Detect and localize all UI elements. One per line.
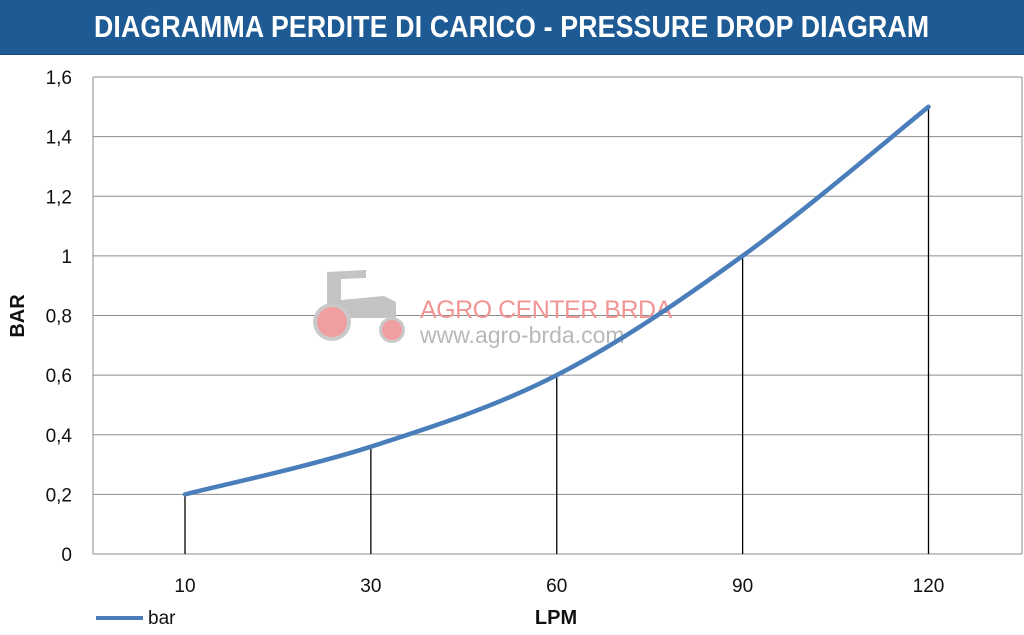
x-axis-ticks: 10 30 60 90 120 [174,576,944,597]
tractor-logo-icon [313,270,405,343]
x-axis-title: LPM [535,607,577,629]
y-tick-label: 1,2 [46,187,72,208]
y-tick-label: 0,4 [46,426,73,447]
watermark: AGRO CENTER BRDA www.agro-brda.com [313,270,673,348]
y-axis-ticks: 0 0,2 0,4 0,6 0,8 1 1,2 1,4 1,6 [46,68,73,566]
drop-lines [184,106,930,554]
line-chart: AGRO CENTER BRDA www.agro-brda.com 00,20… [7,68,1023,629]
x-tick-label: 10 [174,576,195,597]
y-tick-label: 1,6 [46,68,72,89]
y-tick-label: 0 [61,545,72,566]
y-tick-label: 0,6 [46,366,72,387]
watermark-name: AGRO CENTER BRDA [420,296,673,324]
series-bar [182,104,931,497]
x-tick-label: 120 [913,576,945,597]
chart-title: DIAGRAMMA PERDITE DI CARICO - PRESSURE D… [94,9,930,44]
watermark-url: www.agro-brda.com [419,322,625,348]
y-tick-label: 1 [61,247,72,268]
x-tick-label: 90 [732,576,753,597]
legend-label: bar [148,608,176,629]
y-tick-label: 1,4 [46,128,73,149]
chart-title-bar: DIAGRAMMA PERDITE DI CARICO - PRESSURE D… [0,0,1024,55]
x-tick-label: 60 [546,576,567,597]
y-axis-title: BAR [7,294,29,338]
gridlines [92,76,1023,555]
y-tick-label: 0,8 [46,307,72,328]
series-line-bar [182,104,931,497]
x-tick-label: 30 [360,576,381,597]
legend: bar [96,608,176,629]
y-tick-label: 0,2 [46,485,72,506]
